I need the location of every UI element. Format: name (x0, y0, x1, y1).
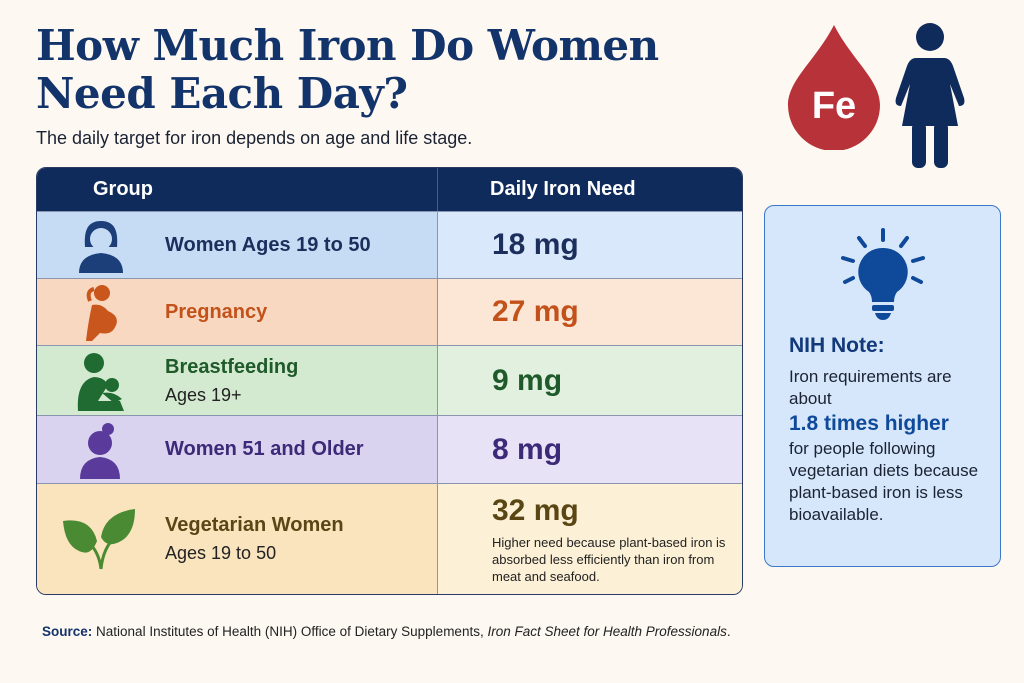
group-cell: Vegetarian Women Ages 19 to 50 (37, 484, 438, 594)
group-cell: Pregnancy (37, 279, 438, 345)
table-row: Women Ages 19 to 50 18 mg (37, 211, 742, 278)
group-sublabel: Ages 19+ (165, 384, 242, 405)
header-daily-need: Daily Iron Need (490, 178, 636, 200)
need-note: Higher need because plant-based iron is … (492, 534, 726, 584)
need-value: 18 mg (492, 228, 579, 261)
table-row: Breastfeeding Ages 19+ 9 mg (37, 345, 742, 415)
table-row: Vegetarian Women Ages 19 to 50 32 mg Hig… (37, 483, 742, 594)
leaf-icon (37, 507, 165, 571)
need-cell: 32 mg Higher need because plant-based ir… (438, 484, 742, 594)
need-value: 27 mg (492, 295, 579, 328)
nih-note-box: NIH Note: Iron requirements are about 1.… (764, 205, 1001, 567)
woman-icon (37, 217, 165, 273)
header-group: Group (37, 168, 438, 211)
need-cell: 27 mg (438, 279, 742, 345)
source-text: National Institutes of Health (NIH) Offi… (96, 624, 488, 639)
group-cell: Breastfeeding Ages 19+ (37, 346, 438, 415)
note-line1: Iron requirements are about (789, 367, 952, 408)
page-title: How Much Iron Do Women Need Each Day? (36, 21, 659, 118)
subtitle: The daily target for iron depends on age… (36, 128, 473, 148)
group-label: Breastfeeding (165, 355, 299, 378)
table-header: Group Daily Iron Need (37, 168, 742, 211)
table-row: Women 51 and Older 8 mg (37, 415, 742, 483)
group-label: Vegetarian Women (165, 514, 344, 536)
iron-drop-icon: Fe (788, 25, 880, 150)
older-woman-icon (37, 421, 165, 479)
need-cell: 18 mg (438, 212, 742, 278)
group-label: Pregnancy (165, 300, 268, 323)
source-citation: Source: National Institutes of Health (N… (42, 624, 731, 639)
group-sublabel: Ages 19 to 50 (165, 543, 277, 563)
need-cell: 8 mg (438, 416, 742, 483)
need-value: 32 mg (492, 493, 579, 527)
note-body: Iron requirements are about 1.8 times hi… (789, 366, 989, 526)
group-label: Women Ages 19 to 50 (165, 233, 371, 256)
need-value: 8 mg (492, 432, 563, 466)
note-line2: for people following vegetarian diets be… (789, 439, 979, 524)
source-title: Iron Fact Sheet for Health Professionals (487, 624, 727, 639)
woman-figure-icon (895, 23, 965, 168)
source-end: . (726, 624, 731, 639)
table-row: Pregnancy 27 mg (37, 278, 742, 345)
svg-text:Fe: Fe (812, 85, 856, 127)
need-cell: 9 mg (438, 346, 742, 415)
group-cell: Women 51 and Older (37, 416, 438, 483)
note-highlight: 1.8 times higher (789, 412, 949, 435)
group-cell: Women Ages 19 to 50 (37, 212, 438, 278)
source-label: Source: (42, 624, 93, 639)
lightbulb-icon (841, 228, 925, 320)
need-value: 9 mg (492, 363, 563, 397)
iron-needs-table: Group Daily Iron Need Women Ages 19 to 5… (36, 167, 743, 595)
note-title: NIH Note: (789, 334, 885, 357)
pregnant-woman-icon (37, 283, 165, 341)
group-label: Women 51 and Older (165, 438, 364, 460)
breastfeeding-icon (37, 351, 165, 411)
